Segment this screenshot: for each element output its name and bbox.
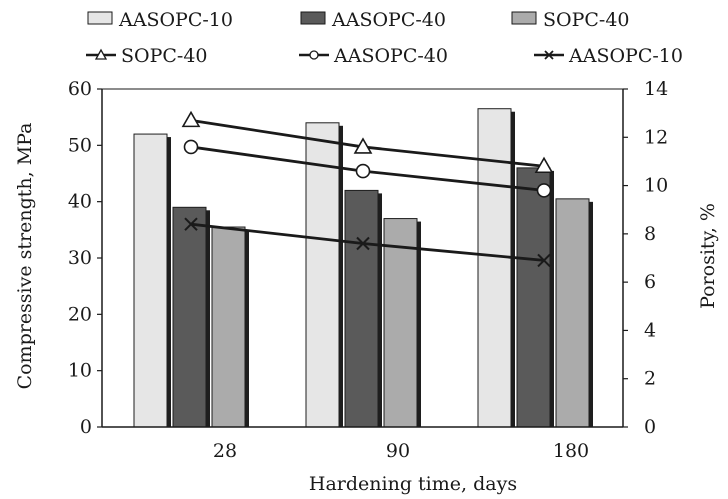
legend-swatch	[301, 12, 325, 24]
legend-label: AASOPC-40	[333, 45, 448, 67]
y2-tick-label: 4	[644, 319, 656, 341]
y-tick-label: 60	[68, 78, 92, 100]
circle-marker-icon	[538, 184, 551, 197]
legend-label: AASOPC-40	[331, 9, 446, 31]
x-tick-label: 180	[553, 440, 589, 462]
bar	[345, 190, 378, 427]
bar	[212, 227, 245, 427]
bar	[478, 109, 511, 427]
triangle-marker-icon	[183, 112, 199, 126]
y-tick-label: 40	[68, 191, 92, 213]
y2-tick-label: 10	[644, 175, 668, 197]
x-axis-title: Hardening time, days	[309, 473, 517, 495]
circle-marker-icon	[185, 140, 198, 153]
y-axis-title: Compressive strength, MPa	[14, 123, 36, 390]
y2-tick-label: 6	[644, 271, 656, 293]
bar	[384, 219, 417, 427]
y2-tick-label: 14	[644, 78, 668, 100]
legend-swatch	[88, 12, 112, 24]
y2-tick-label: 8	[644, 223, 656, 245]
circle-marker-icon	[310, 51, 318, 59]
bar	[134, 134, 167, 427]
legend-label: SOPC-40	[121, 45, 208, 67]
y-tick-label: 50	[68, 134, 92, 156]
y2-tick-label: 0	[644, 416, 656, 438]
legend-label: AASOPC-10	[568, 45, 683, 67]
y-tick-label: 30	[68, 247, 92, 269]
y2-axis-title: Porosity, %	[697, 203, 719, 309]
y2-tick-label: 2	[644, 368, 656, 390]
bar	[556, 199, 589, 427]
circle-marker-icon	[357, 165, 370, 178]
legend-label: AASOPC-10	[118, 9, 233, 31]
y-tick-label: 0	[80, 416, 92, 438]
y2-tick-label: 12	[644, 126, 668, 148]
bar	[517, 168, 550, 427]
y-tick-label: 10	[68, 360, 92, 382]
legend-swatch	[512, 12, 536, 24]
legend-label: SOPC-40	[543, 9, 630, 31]
plot-area	[134, 109, 593, 427]
legend: AASOPC-10 AASOPC-40 SOPC-40 SOPC-40 AASOPC-4…	[86, 9, 683, 67]
x-tick-label: 90	[386, 440, 410, 462]
bar	[173, 207, 206, 427]
y-tick-label: 20	[68, 303, 92, 325]
x-tick-label: 28	[213, 440, 237, 462]
